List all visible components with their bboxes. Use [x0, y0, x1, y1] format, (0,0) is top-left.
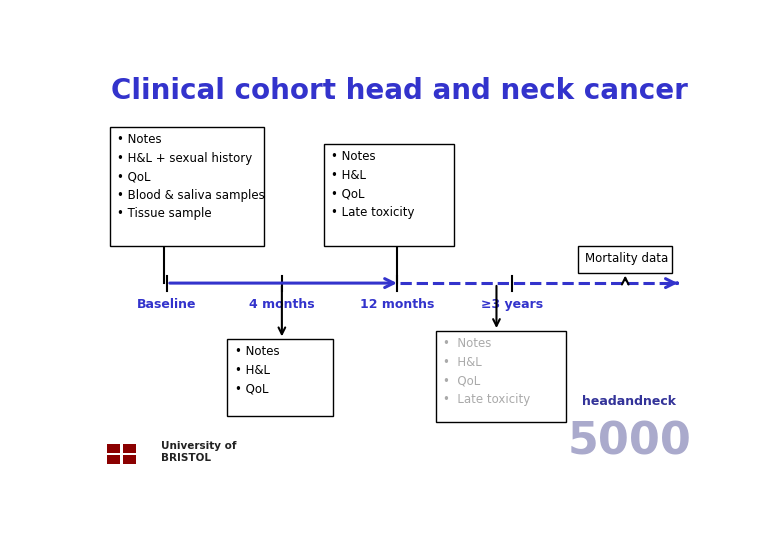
Text: • Notes
• H&L
• QoL: • Notes • H&L • QoL — [235, 346, 279, 395]
Text: 12 months: 12 months — [360, 298, 434, 310]
Text: ≥3 years: ≥3 years — [480, 298, 543, 310]
Text: Baseline: Baseline — [137, 298, 197, 310]
Text: Clinical cohort head and neck cancer: Clinical cohort head and neck cancer — [112, 77, 688, 105]
Text: Mortality data: Mortality data — [585, 252, 668, 265]
FancyBboxPatch shape — [228, 339, 333, 416]
FancyBboxPatch shape — [109, 127, 264, 246]
Text: 4 months: 4 months — [249, 298, 314, 310]
FancyBboxPatch shape — [578, 246, 672, 273]
FancyBboxPatch shape — [324, 144, 454, 246]
Text: •  Notes
•  H&L
•  QoL
•  Late toxicity: • Notes • H&L • QoL • Late toxicity — [443, 337, 530, 406]
Text: University of
BRISTOL: University of BRISTOL — [161, 441, 236, 463]
Text: headandneck: headandneck — [583, 395, 676, 408]
FancyBboxPatch shape — [123, 455, 136, 464]
FancyBboxPatch shape — [123, 443, 136, 453]
FancyBboxPatch shape — [107, 443, 120, 453]
Text: • Notes
• H&L
• QoL
• Late toxicity: • Notes • H&L • QoL • Late toxicity — [332, 150, 415, 219]
Text: 5000: 5000 — [568, 421, 691, 464]
FancyBboxPatch shape — [107, 455, 120, 464]
Text: • Notes
• H&L + sexual history
• QoL
• Blood & saliva samples
• Tissue sample: • Notes • H&L + sexual history • QoL • B… — [117, 133, 264, 220]
FancyBboxPatch shape — [436, 331, 566, 422]
